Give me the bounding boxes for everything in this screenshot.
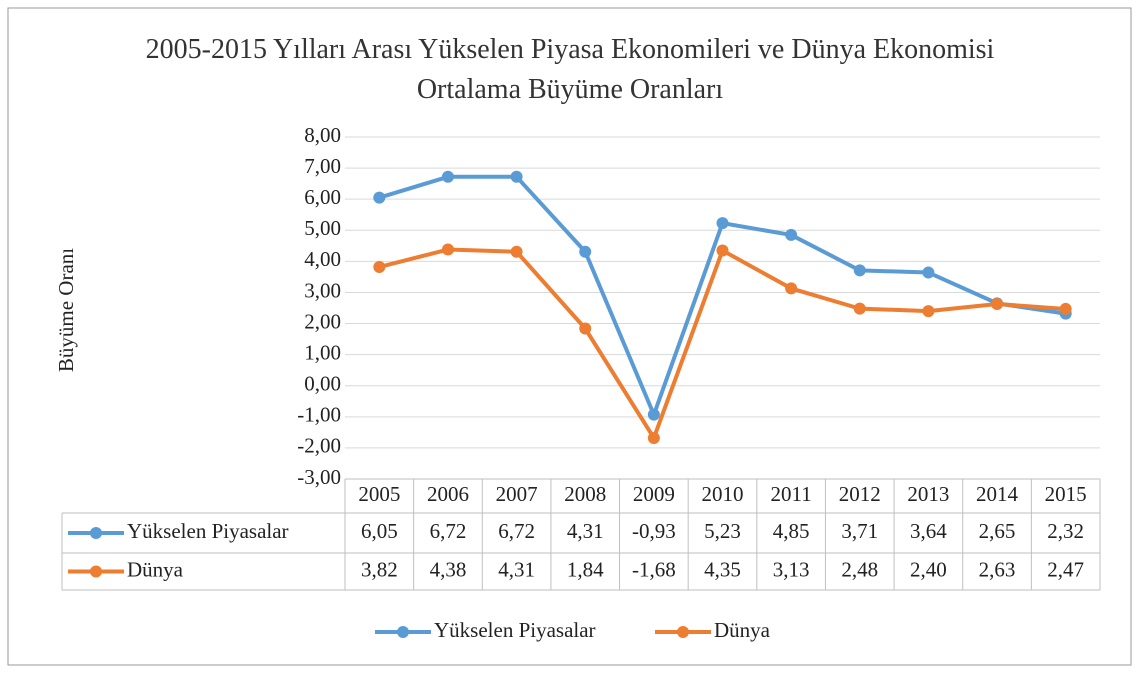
x-tick-label: 2007 <box>496 482 538 506</box>
data-point <box>991 297 1004 310</box>
chart-title: 2005-2015 Yılları Arası Yükselen Piyasa … <box>145 34 995 105</box>
y-tick-label: -2,00 <box>297 434 341 458</box>
x-tick-label: 2008 <box>564 482 606 506</box>
x-tick-label: 2015 <box>1045 482 1087 506</box>
legend-label: Yükselen Piyasalar <box>434 618 596 642</box>
data-point <box>922 266 935 279</box>
y-tick-label: -1,00 <box>297 403 341 427</box>
x-tick-label: 2013 <box>907 482 949 506</box>
x-tick-label: 2011 <box>771 482 812 506</box>
y-tick-label: 1,00 <box>304 340 341 364</box>
data-point <box>441 170 454 183</box>
data-point <box>647 408 660 421</box>
table-row-label: Dünya <box>127 557 184 581</box>
y-tick-label: 0,00 <box>304 372 341 396</box>
x-tick-label: 2012 <box>839 482 881 506</box>
data-point <box>922 305 935 318</box>
data-point <box>716 244 729 257</box>
table-value: 1,84 <box>567 557 604 581</box>
data-point <box>785 228 798 241</box>
data-point <box>785 282 798 295</box>
y-tick-label: 2,00 <box>304 309 341 333</box>
table-value: 2,63 <box>979 557 1016 581</box>
y-axis-label: Büyüme Oranı <box>54 248 78 372</box>
table-value: 4,31 <box>567 519 604 543</box>
table-row-label: Yükselen Piyasalar <box>127 519 289 543</box>
y-tick-label: -3,00 <box>297 465 341 489</box>
legend-label: Dünya <box>714 618 771 642</box>
y-tick-label: 8,00 <box>304 123 341 147</box>
table-value: 2,40 <box>910 557 947 581</box>
data-point <box>853 302 866 315</box>
table-value: 6,05 <box>361 519 398 543</box>
table-legend-marker <box>90 565 102 578</box>
legend-marker <box>677 626 689 638</box>
table-value: 4,31 <box>498 557 535 581</box>
chart-border <box>7 7 1132 666</box>
data-point <box>441 243 454 256</box>
y-tick-label: 5,00 <box>304 216 341 240</box>
table-value: 2,47 <box>1047 557 1084 581</box>
y-tick-label: 7,00 <box>304 154 341 178</box>
table-value: -0,93 <box>632 519 676 543</box>
data-point <box>647 431 660 444</box>
x-tick-label: 2005 <box>358 482 400 506</box>
table-value: 4,85 <box>773 519 810 543</box>
x-tick-label: 2010 <box>702 482 744 506</box>
table-value: 3,82 <box>361 557 398 581</box>
x-tick-label: 2009 <box>633 482 675 506</box>
data-point <box>853 264 866 277</box>
x-tick-label: 2006 <box>427 482 469 506</box>
table-value: 3,13 <box>773 557 810 581</box>
data-point <box>510 245 523 258</box>
table-value: 6,72 <box>430 519 467 543</box>
table-value: 2,65 <box>979 519 1016 543</box>
table-value: -1,68 <box>632 557 676 581</box>
table-value: 2,32 <box>1047 519 1084 543</box>
y-tick-label: 4,00 <box>304 247 341 271</box>
table-value: 4,35 <box>704 557 741 581</box>
legend-marker <box>397 626 409 638</box>
table-value: 2,48 <box>841 557 878 581</box>
table-value: 6,72 <box>498 519 535 543</box>
y-tick-label: 6,00 <box>304 185 341 209</box>
table-value: 5,23 <box>704 519 741 543</box>
table-legend-marker <box>90 527 102 539</box>
data-point <box>1059 302 1072 315</box>
data-point <box>579 322 592 335</box>
data-point <box>373 260 386 273</box>
table-value: 3,64 <box>910 519 947 543</box>
table-value: 3,71 <box>841 519 878 543</box>
data-point <box>373 191 386 204</box>
x-tick-label: 2014 <box>976 482 1019 506</box>
table-value: 4,38 <box>430 557 467 581</box>
data-point <box>510 170 523 183</box>
data-point <box>716 217 729 230</box>
y-tick-label: 3,00 <box>304 278 341 302</box>
data-point <box>579 245 592 258</box>
